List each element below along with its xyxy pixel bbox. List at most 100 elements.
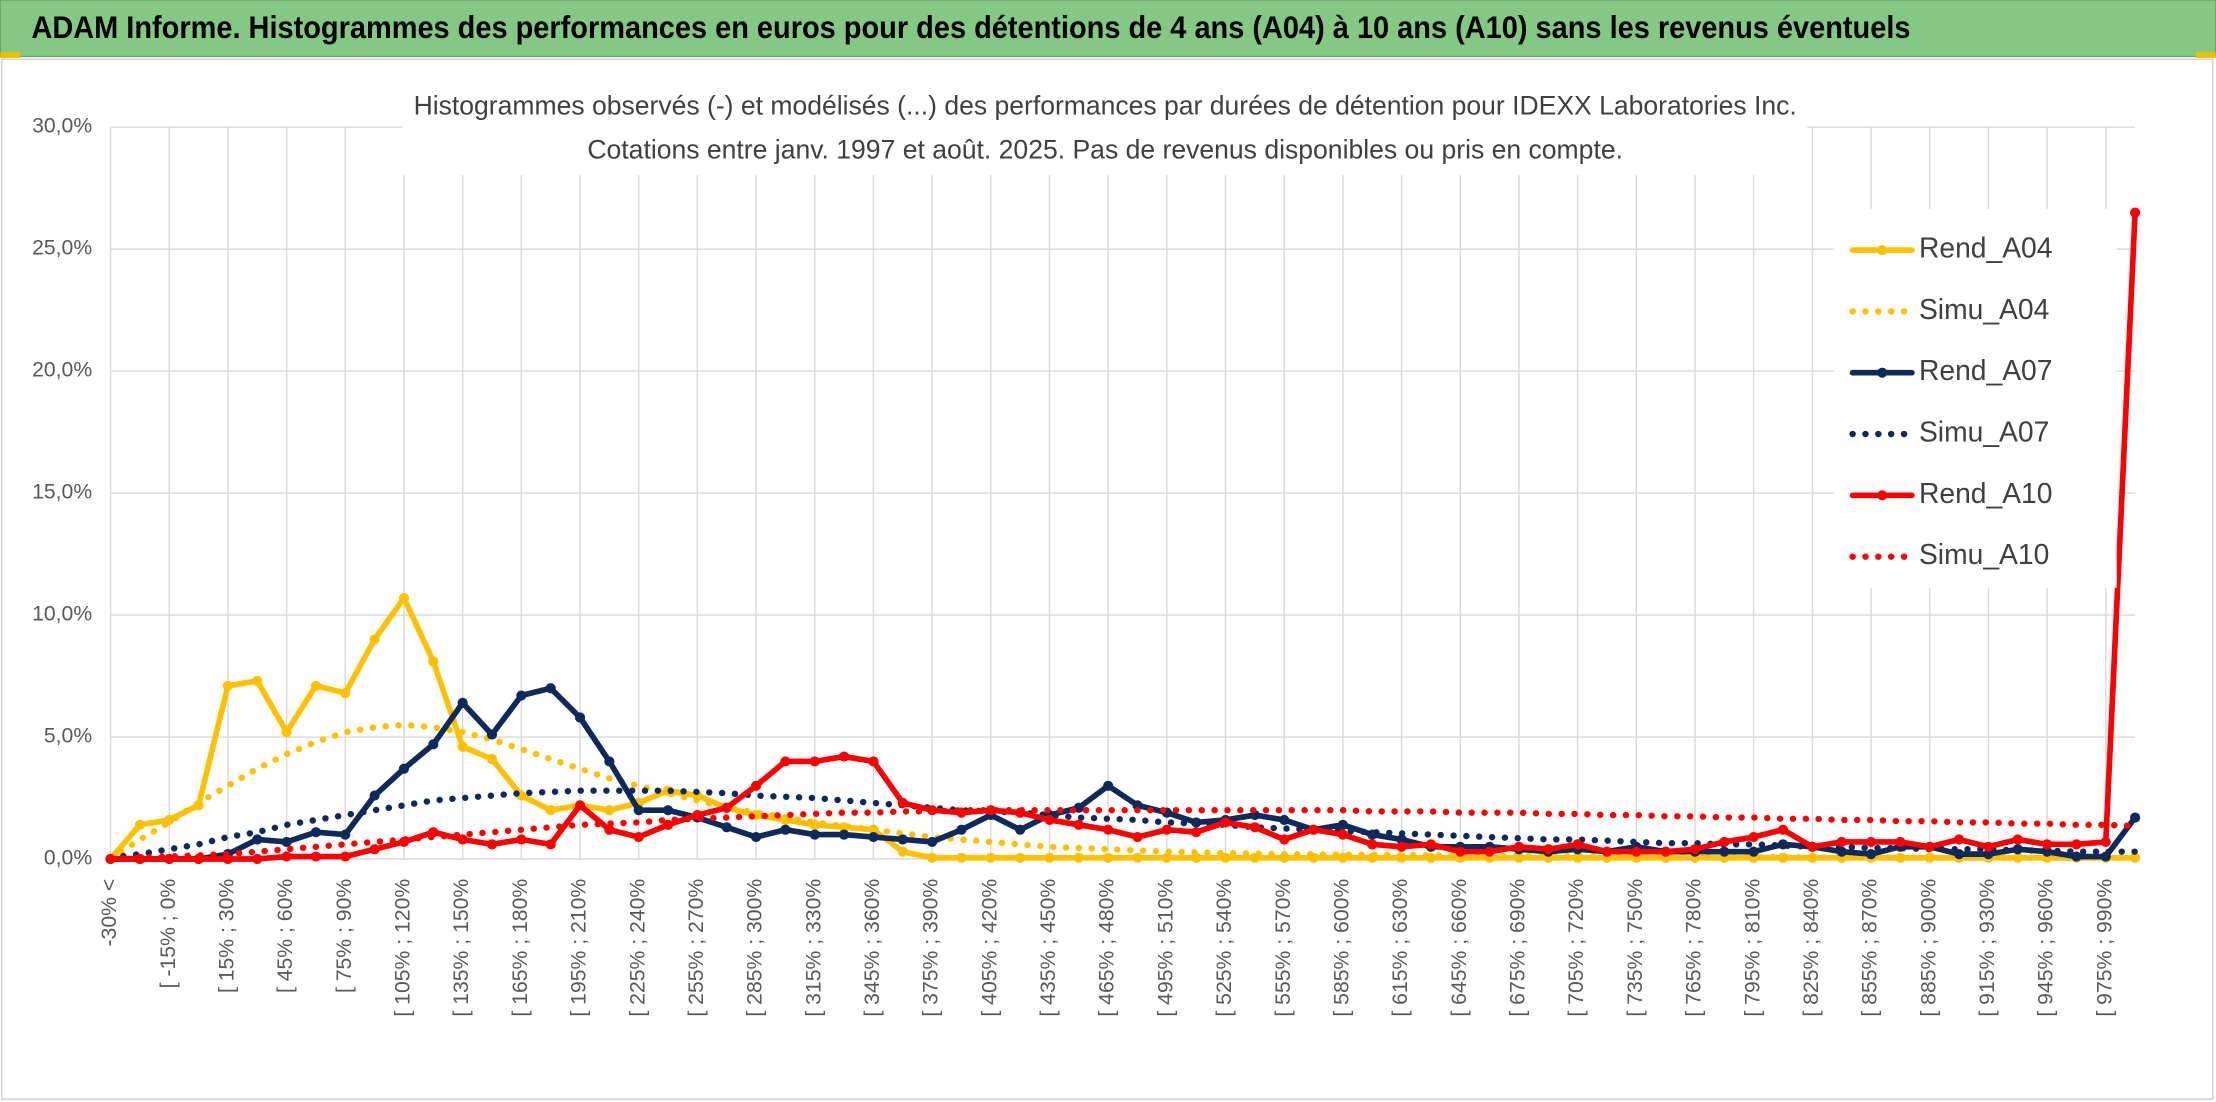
x-tick-label: [ 375% ; 390%: [920, 879, 943, 1017]
point-marker: [927, 836, 938, 848]
point-marker: [1543, 844, 1554, 855]
point-marker: [1191, 827, 1202, 838]
point-marker: [1132, 800, 1143, 811]
legend-label: Simu_A10: [1919, 538, 2049, 570]
point-marker: [545, 683, 556, 694]
x-tick-label: [ 495% ; 510%: [1154, 879, 1177, 1017]
point-marker: [340, 829, 351, 840]
point-marker: [398, 763, 410, 774]
x-tick-label: [ 465% ; 480%: [1096, 879, 1119, 1017]
point-marker: [809, 829, 820, 840]
point-marker: [574, 712, 586, 723]
point-marker: [2100, 836, 2111, 848]
legend-label: Simu_A07: [1919, 415, 2049, 447]
point-marker: [1455, 846, 1466, 857]
point-marker: [1719, 836, 1730, 848]
point-marker: [1689, 844, 1701, 855]
x-tick-label: [ 855% ; 870%: [1859, 879, 1882, 1017]
point-marker: [1572, 839, 1583, 850]
legend-background: [1834, 209, 2117, 588]
point-marker: [1279, 814, 1290, 826]
x-tick-label: [ 615% ; 630%: [1389, 879, 1412, 1017]
point-marker: [1279, 834, 1290, 845]
series-line: [107, 721, 2139, 863]
point-marker: [1836, 836, 1847, 848]
x-tick-label: [ 555% ; 570%: [1272, 879, 1295, 1017]
legend-label: Rend_A04: [1919, 232, 2053, 264]
point-marker: [516, 690, 527, 701]
point-marker: [428, 739, 439, 750]
point-marker: [780, 824, 791, 835]
page-title: ADAM Informe. Histogrammes des performan…: [31, 10, 1910, 45]
point-marker: [1484, 846, 1495, 857]
x-tick-label: -30% <: [98, 879, 121, 947]
point-marker: [369, 634, 380, 645]
point-marker: [134, 819, 145, 830]
point-marker: [985, 852, 996, 863]
point-marker: [897, 834, 908, 845]
point-marker: [1719, 846, 1730, 857]
y-tick-label: 0,0%: [44, 847, 92, 870]
point-marker: [1015, 824, 1026, 835]
point-marker: [369, 790, 380, 801]
point-marker: [633, 805, 644, 816]
point-marker: [2130, 812, 2141, 823]
point-marker: [1631, 846, 1642, 857]
point-marker: [1220, 852, 1231, 863]
point-marker: [1132, 852, 1143, 863]
point-marker: [897, 846, 908, 857]
point-marker: [1367, 839, 1378, 850]
x-tick-label: [ 645% ; 660%: [1448, 879, 1471, 1017]
point-marker: [1337, 819, 1348, 830]
point-marker: [545, 839, 556, 850]
point-marker: [750, 780, 762, 791]
point-marker: [868, 831, 879, 843]
point-marker: [457, 697, 468, 708]
point-marker: [1015, 852, 1026, 863]
point-marker: [721, 822, 732, 833]
point-marker: [1396, 841, 1407, 852]
point-marker: [633, 831, 644, 843]
x-tick-label: [ -15% ; 0%: [157, 879, 180, 989]
y-tick-label: 25,0%: [32, 237, 92, 260]
point-marker: [662, 805, 674, 816]
point-marker: [252, 675, 263, 686]
y-tick-label: 15,0%: [32, 481, 92, 504]
series-line: [107, 787, 2139, 861]
point-marker: [1308, 824, 1319, 835]
legend-label: Rend_A07: [1919, 354, 2053, 386]
point-marker: [2071, 851, 2082, 862]
point-marker: [310, 851, 322, 862]
point-marker: [1337, 829, 1348, 840]
point-marker: [927, 852, 938, 863]
point-marker: [750, 831, 762, 843]
x-tick-label: [ 525% ; 540%: [1213, 879, 1236, 1017]
point-marker: [1983, 841, 1994, 852]
point-marker: [1513, 841, 1525, 852]
x-tick-label: [ 165% ; 180%: [509, 879, 532, 1017]
y-tick-label: 5,0%: [44, 725, 92, 748]
chart-subtitle: Cotations entre janv. 1997 et août. 2025…: [587, 134, 1623, 164]
point-marker: [2071, 839, 2082, 850]
point-marker: [1103, 824, 1114, 835]
point-marker: [1660, 846, 1671, 857]
point-marker: [1865, 836, 1877, 848]
point-marker: [516, 834, 527, 845]
plot: [105, 207, 2141, 865]
point-marker: [252, 853, 263, 865]
series-line: [107, 209, 2138, 862]
x-tick-label: [ 255% ; 270%: [685, 879, 708, 1017]
point-marker: [1924, 841, 1935, 852]
point-marker: [604, 824, 615, 835]
point-marker: [604, 756, 615, 767]
point-marker: [1425, 839, 1437, 850]
point-marker: [369, 844, 380, 855]
point-marker: [281, 836, 292, 848]
point-marker: [545, 805, 556, 816]
point-marker: [2012, 834, 2023, 845]
x-tick-label: [ 225% ; 240%: [626, 879, 649, 1017]
point-marker: [956, 852, 967, 863]
point-marker: [1220, 817, 1231, 828]
corner: [0, 52, 21, 58]
point-marker: [281, 727, 292, 738]
